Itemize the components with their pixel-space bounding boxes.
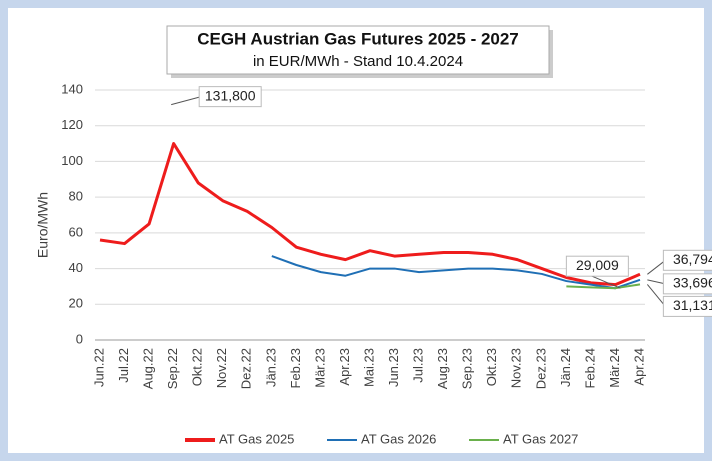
x-tick-label: Jän.24 bbox=[558, 348, 573, 387]
annotation-label: 131,800 bbox=[205, 87, 256, 103]
x-tick-label: Feb.24 bbox=[582, 348, 597, 388]
y-tick-label: 80 bbox=[69, 189, 83, 204]
x-tick-label: Okt.22 bbox=[190, 348, 205, 386]
series-line bbox=[99, 142, 641, 287]
chart-subtitle: in EUR/MWh - Stand 10.4.2024 bbox=[253, 53, 463, 70]
x-tick-label: Feb.23 bbox=[288, 348, 303, 388]
x-tick-label: Jul.23 bbox=[411, 348, 426, 383]
x-tick-label: Nov.23 bbox=[509, 348, 524, 388]
x-tick-label: Apr.23 bbox=[337, 348, 352, 386]
x-tick-label: Jun.22 bbox=[91, 348, 106, 387]
annotation-box bbox=[662, 273, 712, 295]
title-box bbox=[166, 25, 550, 75]
annotation-box bbox=[565, 255, 629, 277]
y-tick-label: 140 bbox=[61, 81, 83, 96]
chart-title: CEGH Austrian Gas Futures 2025 - 2027 bbox=[197, 29, 519, 48]
y-tick-label: 60 bbox=[69, 224, 83, 239]
legend-label: AT Gas 2027 bbox=[503, 431, 578, 446]
legend-label: AT Gas 2025 bbox=[219, 431, 294, 446]
x-tick-label: Aug.23 bbox=[435, 348, 450, 389]
x-tick-label: Nov.22 bbox=[214, 348, 229, 388]
x-tick-label: Dez.23 bbox=[533, 348, 548, 389]
y-tick-label: 0 bbox=[76, 331, 83, 346]
annotation-box bbox=[662, 249, 712, 271]
annotation-leader bbox=[647, 279, 666, 285]
annotation-label: 36,794 bbox=[673, 251, 712, 267]
x-tick-label: Sep.22 bbox=[165, 348, 180, 389]
series-line bbox=[566, 283, 641, 290]
x-tick-label: Aug.22 bbox=[141, 348, 156, 389]
annotation-leader bbox=[171, 96, 202, 106]
annotation-box bbox=[198, 86, 262, 108]
legend-label: AT Gas 2026 bbox=[361, 431, 436, 446]
annotation-label: 33,696 bbox=[673, 275, 712, 291]
x-tick-label: Mär.23 bbox=[312, 348, 327, 388]
y-tick-label: 20 bbox=[69, 296, 83, 311]
annotation-leader bbox=[647, 259, 666, 275]
series-line bbox=[271, 255, 641, 290]
x-tick-label: Dez.22 bbox=[239, 348, 254, 389]
chart-area bbox=[8, 8, 704, 453]
annotation-leader bbox=[646, 284, 666, 307]
annotation-box bbox=[662, 295, 712, 317]
y-tick-label: 100 bbox=[61, 153, 83, 168]
x-tick-label: Jän.23 bbox=[263, 348, 278, 387]
x-tick-label: Mär.24 bbox=[607, 348, 622, 388]
x-tick-label: Jun.23 bbox=[386, 348, 401, 387]
x-tick-label: Mai.23 bbox=[361, 348, 376, 387]
x-tick-label: Okt.23 bbox=[484, 348, 499, 386]
y-tick-label: 120 bbox=[61, 117, 83, 132]
x-tick-label: Jul.22 bbox=[116, 348, 131, 383]
x-tick-label: Sep.23 bbox=[460, 348, 475, 389]
y-tick-label: 40 bbox=[69, 260, 83, 275]
annotation-label: 31,131 bbox=[673, 297, 712, 313]
x-tick-label: Apr.24 bbox=[631, 348, 646, 386]
y-axis-label: Euro/MWh bbox=[35, 192, 51, 258]
annotation-label: 29,009 bbox=[576, 257, 619, 273]
